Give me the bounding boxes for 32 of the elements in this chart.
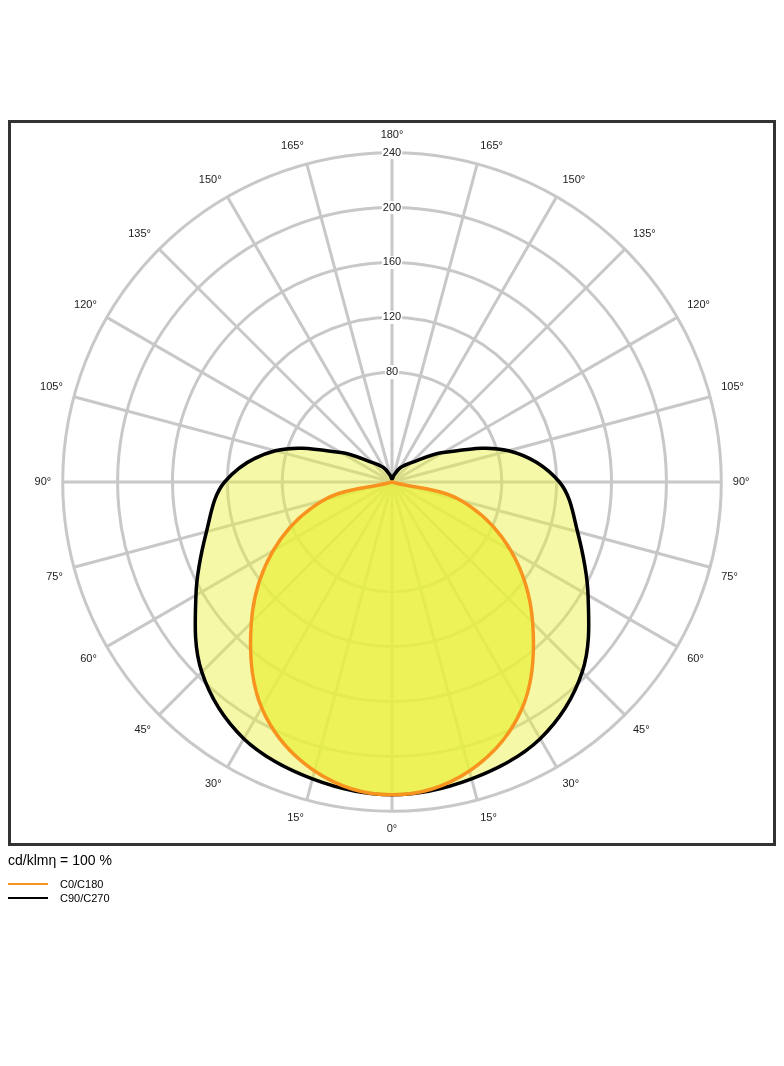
spoke-label: 120° (74, 298, 97, 311)
y-tick-label: 240 (382, 145, 402, 158)
spoke-label: 60° (687, 652, 704, 665)
spoke-label: 30° (204, 776, 222, 789)
spoke-label: 90° (34, 475, 52, 488)
spoke-label: 120° (687, 298, 710, 311)
legend-label: C90/C270 (60, 892, 110, 904)
spoke-label: 150° (562, 173, 586, 186)
spoke-label: 90° (732, 475, 750, 488)
legend-label: C0/C180 (60, 878, 104, 890)
spoke-label: 150° (198, 173, 222, 186)
y-tick-label: 200 (382, 200, 402, 213)
spoke-label: 165° (281, 139, 304, 152)
spoke-label: 165° (480, 139, 503, 152)
y-tick-label: 160 (382, 255, 402, 268)
spoke-label: 60° (80, 652, 97, 665)
spoke-label: 45° (134, 722, 152, 735)
spoke-label: 15° (480, 810, 497, 823)
spoke-label: 0° (386, 822, 398, 835)
spoke-label: 45° (632, 722, 650, 735)
spoke-label: 75° (46, 569, 63, 582)
spoke-label: 105° (40, 380, 63, 393)
spoke-label: 75° (721, 569, 738, 582)
spoke-label: 135° (632, 227, 656, 240)
spoke-label: 30° (562, 776, 580, 789)
spoke-label: 15° (287, 810, 304, 823)
spoke-label: 105° (721, 380, 744, 393)
text: cd/klmη = 100 % (8, 852, 113, 868)
y-tick-label: 120 (382, 310, 402, 323)
spoke-label: 135° (128, 227, 152, 240)
spoke-label: 180° (380, 127, 404, 140)
y-tick-label: 80 (385, 365, 399, 378)
